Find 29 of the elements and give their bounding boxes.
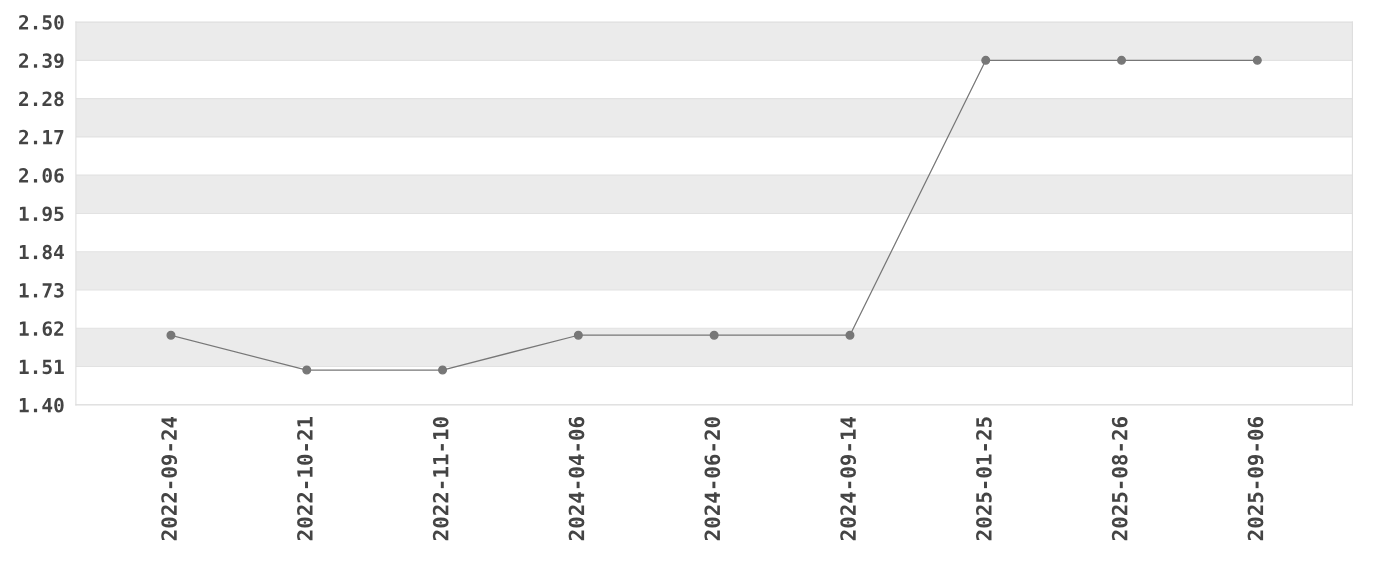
y-tick-label: 2.39 <box>19 53 64 69</box>
y-tick-label: 1.62 <box>19 321 64 336</box>
y-tick-label: 2.28 <box>19 91 64 107</box>
x-tick-label: 2024-09-14 <box>840 416 857 541</box>
y-tick-label: 1.51 <box>19 359 64 375</box>
x-tick-label: 2025-01-25 <box>976 417 992 541</box>
point <box>1252 55 1262 65</box>
point <box>302 365 312 375</box>
y-tick-label: 1.95 <box>19 206 64 222</box>
x-tick-label: 2024-06-20 <box>704 417 721 541</box>
x-tick-label: 2024-04-06 <box>568 417 585 541</box>
y-tick-label: 1.73 <box>19 282 64 298</box>
point <box>1117 55 1127 65</box>
y-tick-label: 2.50 <box>19 15 64 30</box>
x-tick-label: 2022-10-21 <box>297 416 313 541</box>
x-tick-label: 2025-08-26 <box>1111 417 1128 541</box>
x-tick-label: 2022-09-24 <box>161 416 178 541</box>
point <box>438 365 448 375</box>
point <box>573 330 583 340</box>
y-tick-label: 1.84 <box>19 244 64 260</box>
x-tick-label: 2022-11-10 <box>432 417 449 541</box>
point <box>845 330 855 340</box>
y-tick-label: 2.06 <box>19 168 64 183</box>
point <box>166 330 176 340</box>
y-tick-label: 2.17 <box>19 129 64 145</box>
x-tick-label: 2025-09-06 <box>1247 417 1264 541</box>
y-tick-label: 1.40 <box>19 397 64 413</box>
point <box>709 330 719 340</box>
point <box>981 55 991 65</box>
